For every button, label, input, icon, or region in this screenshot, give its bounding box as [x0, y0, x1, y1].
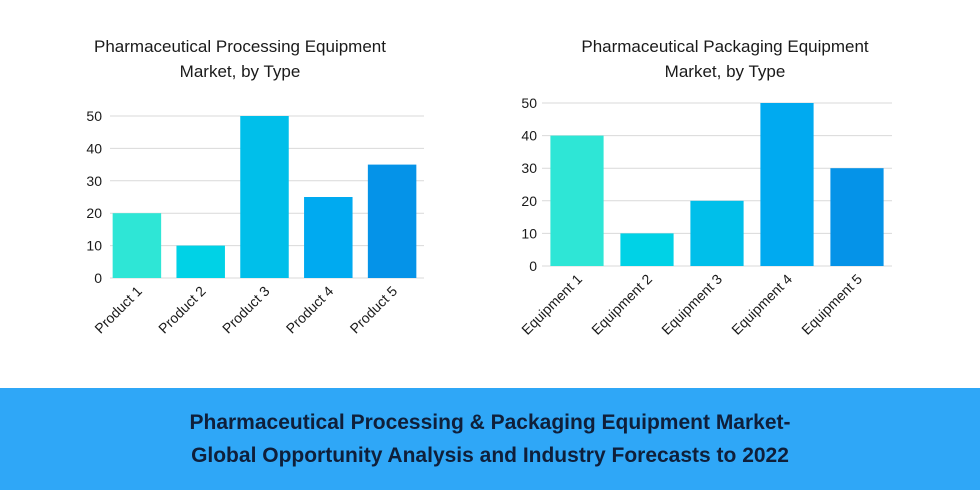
chart-title: Pharmaceutical Packaging Equipment Marke… [510, 34, 940, 84]
bar [176, 245, 225, 278]
x-tick-label: Equipment 4 [728, 271, 795, 338]
y-tick-label: 30 [521, 160, 537, 176]
processing-equipment-chart: Pharmaceutical Processing Equipment Mark… [0, 0, 480, 388]
y-tick-label: 40 [86, 140, 102, 156]
chart-title: Pharmaceutical Processing Equipment Mark… [40, 34, 440, 84]
banner-text: Pharmaceutical Processing & Packaging Eq… [189, 406, 790, 472]
bar [760, 103, 814, 266]
banner-line-2: Global Opportunity Analysis and Industry… [191, 444, 789, 467]
bar [367, 164, 417, 278]
bar [240, 116, 289, 278]
bar [690, 200, 744, 266]
bar [304, 197, 353, 278]
bar [830, 168, 884, 266]
y-tick-label: 20 [86, 205, 102, 221]
banner-line-1: Pharmaceutical Processing & Packaging Eq… [189, 411, 791, 434]
x-tick-label: Product 2 [155, 283, 209, 337]
y-tick-label: 50 [521, 95, 537, 111]
y-tick-label: 10 [521, 225, 537, 241]
x-tick-label: Equipment 2 [588, 271, 655, 338]
x-tick-label: Product 4 [283, 283, 337, 337]
bar [550, 135, 604, 266]
chart-title-line-2: Market, by Type [179, 62, 301, 81]
bar [112, 213, 162, 278]
chart-title-line-1: Pharmaceutical Packaging Equipment [581, 37, 869, 56]
bar [620, 233, 674, 266]
packaging-equipment-chart: Pharmaceutical Packaging Equipment Marke… [490, 0, 980, 388]
x-tick-label: Equipment 1 [518, 271, 585, 338]
y-tick-label: 0 [94, 270, 102, 286]
y-tick-label: 30 [86, 173, 102, 189]
y-tick-label: 50 [86, 108, 102, 124]
y-tick-label: 20 [521, 193, 537, 209]
chart-title-line-1: Pharmaceutical Processing Equipment [94, 37, 386, 56]
x-tick-label: Product 1 [91, 283, 145, 337]
report-banner: Pharmaceutical Processing & Packaging Eq… [0, 388, 980, 490]
x-tick-label: Product 5 [347, 283, 401, 337]
x-tick-label: Product 3 [219, 283, 273, 337]
y-tick-label: 0 [529, 258, 537, 274]
chart-title-line-2: Market, by Type [664, 62, 786, 81]
x-tick-label: Equipment 5 [798, 271, 865, 338]
x-tick-label: Equipment 3 [658, 271, 725, 338]
y-tick-label: 40 [521, 128, 537, 144]
y-tick-label: 10 [86, 238, 102, 254]
